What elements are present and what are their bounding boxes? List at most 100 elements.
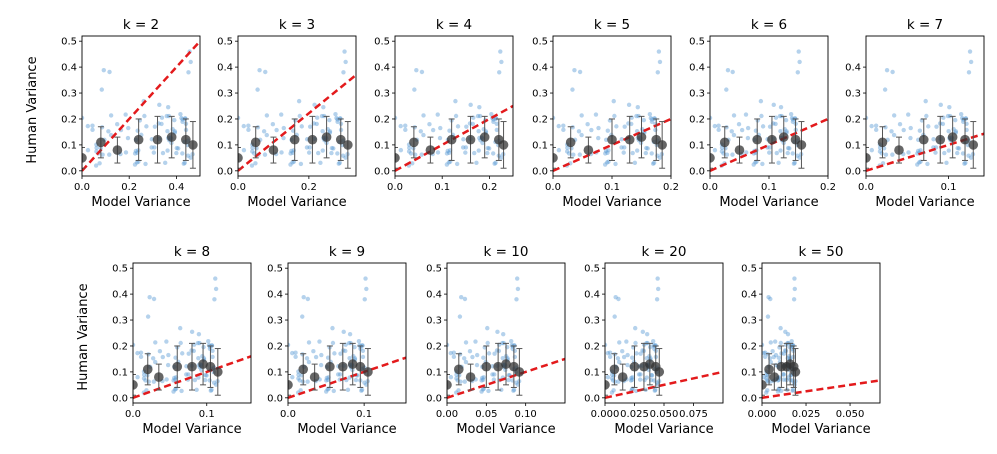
scatter-point bbox=[312, 102, 317, 108]
x-tick-label: 0.1 bbox=[434, 182, 450, 193]
scatter-point bbox=[304, 356, 310, 361]
y-tick-label: 0.4 bbox=[61, 63, 77, 74]
scatter-point bbox=[753, 160, 758, 165]
scatter-point bbox=[792, 160, 797, 165]
scatter-point bbox=[653, 343, 658, 348]
binned-mean-point bbox=[298, 364, 309, 375]
scatter-point bbox=[447, 342, 450, 348]
subplot-title: k = 2 bbox=[123, 17, 159, 33]
plot-area bbox=[447, 276, 565, 400]
scatter-point bbox=[480, 140, 485, 146]
binned-mean-point bbox=[82, 153, 87, 163]
binned-mean-point bbox=[514, 367, 525, 377]
scatter-point bbox=[152, 145, 157, 150]
y-tick-label: 0.5 bbox=[217, 37, 233, 48]
binned-mean-point bbox=[447, 380, 452, 390]
scatter-point bbox=[479, 375, 485, 381]
x-axis-label: Model Variance bbox=[614, 422, 713, 437]
scatter-point bbox=[967, 49, 973, 54]
scatter-point bbox=[953, 117, 958, 123]
binned-mean-point bbox=[355, 361, 366, 372]
scatter-point bbox=[142, 113, 147, 119]
scatter-point bbox=[114, 122, 120, 127]
scatter-point bbox=[745, 135, 751, 141]
plot-area bbox=[82, 40, 200, 172]
scatter-point bbox=[457, 314, 463, 319]
scatter-point bbox=[771, 102, 776, 108]
scatter-point bbox=[330, 340, 336, 346]
binned-mean-point bbox=[629, 361, 640, 372]
y-tick-label: 0.3 bbox=[584, 316, 600, 327]
scatter-point bbox=[783, 348, 789, 354]
scatter-point bbox=[778, 104, 784, 110]
scatter-point bbox=[99, 87, 104, 92]
scatter-point bbox=[164, 339, 169, 344]
binned-mean-point bbox=[734, 145, 745, 155]
fit-line bbox=[82, 40, 200, 172]
scatter-point bbox=[621, 150, 626, 155]
scatter-point bbox=[917, 160, 922, 165]
scatter-point bbox=[446, 150, 452, 155]
scatter-point bbox=[191, 348, 197, 354]
scatter-point bbox=[255, 87, 260, 92]
y-tick-label: 0.0 bbox=[689, 166, 705, 177]
scatter-point bbox=[336, 161, 342, 166]
scatter-point bbox=[314, 121, 319, 127]
x-axis-label: Model Variance bbox=[91, 195, 190, 210]
scatter-point bbox=[290, 374, 295, 380]
scatter-point bbox=[961, 119, 966, 125]
scatter-point bbox=[603, 151, 608, 156]
scatter-point bbox=[605, 374, 611, 380]
x-axis-label: Model Variance bbox=[562, 195, 661, 210]
scatter-point bbox=[360, 348, 366, 353]
binned-mean-point bbox=[583, 145, 594, 155]
scatter-point bbox=[138, 354, 144, 360]
scatter-point bbox=[208, 388, 214, 393]
scatter-point bbox=[767, 150, 772, 155]
scatter-point bbox=[561, 127, 566, 133]
y-tick-label: 0.1 bbox=[741, 367, 757, 378]
scatter-point bbox=[300, 314, 305, 319]
scatter-point bbox=[648, 115, 654, 121]
y-tick-label: 0.1 bbox=[217, 140, 233, 151]
scatter-point bbox=[340, 153, 346, 158]
scatter-point bbox=[264, 113, 270, 118]
binned-mean-point bbox=[213, 367, 223, 377]
y-tick-label: 0.2 bbox=[267, 341, 283, 352]
scatter-point bbox=[360, 343, 365, 348]
scatter-point bbox=[959, 111, 964, 117]
scatter-point bbox=[556, 147, 562, 153]
scatter-point bbox=[908, 125, 913, 131]
scatter-point bbox=[873, 127, 879, 133]
scatter-point bbox=[185, 153, 191, 158]
scatter-point bbox=[640, 329, 646, 335]
y-tick-label: 0.1 bbox=[374, 140, 390, 151]
scatter-point bbox=[444, 151, 450, 156]
scatter-point bbox=[324, 378, 329, 383]
scatter-point bbox=[613, 161, 618, 167]
scatter-point bbox=[352, 356, 358, 361]
scatter-point bbox=[458, 379, 463, 384]
scatter-point bbox=[561, 123, 566, 128]
scatter-point bbox=[514, 297, 519, 302]
y-tick-label: 0.3 bbox=[217, 89, 233, 100]
scatter-point bbox=[758, 98, 764, 104]
y-tick-label: 0.1 bbox=[532, 140, 548, 151]
scatter-point bbox=[477, 113, 483, 119]
axes-frame bbox=[761, 262, 881, 404]
scatter-point bbox=[773, 352, 779, 358]
scatter-point bbox=[781, 372, 787, 377]
scatter-point bbox=[464, 124, 469, 129]
scatter-point bbox=[641, 117, 647, 123]
scatter-point bbox=[485, 150, 490, 156]
y-tick-label: 0.5 bbox=[374, 37, 390, 48]
scatter-point bbox=[362, 297, 367, 302]
scatter-point bbox=[138, 350, 144, 355]
scatter-point bbox=[166, 352, 171, 358]
scatter-point bbox=[329, 145, 335, 151]
scatter-point bbox=[509, 338, 514, 344]
scatter-point bbox=[195, 340, 201, 346]
scatter-point bbox=[481, 127, 486, 132]
scatter-point bbox=[499, 155, 504, 160]
scatter-point bbox=[480, 377, 486, 382]
